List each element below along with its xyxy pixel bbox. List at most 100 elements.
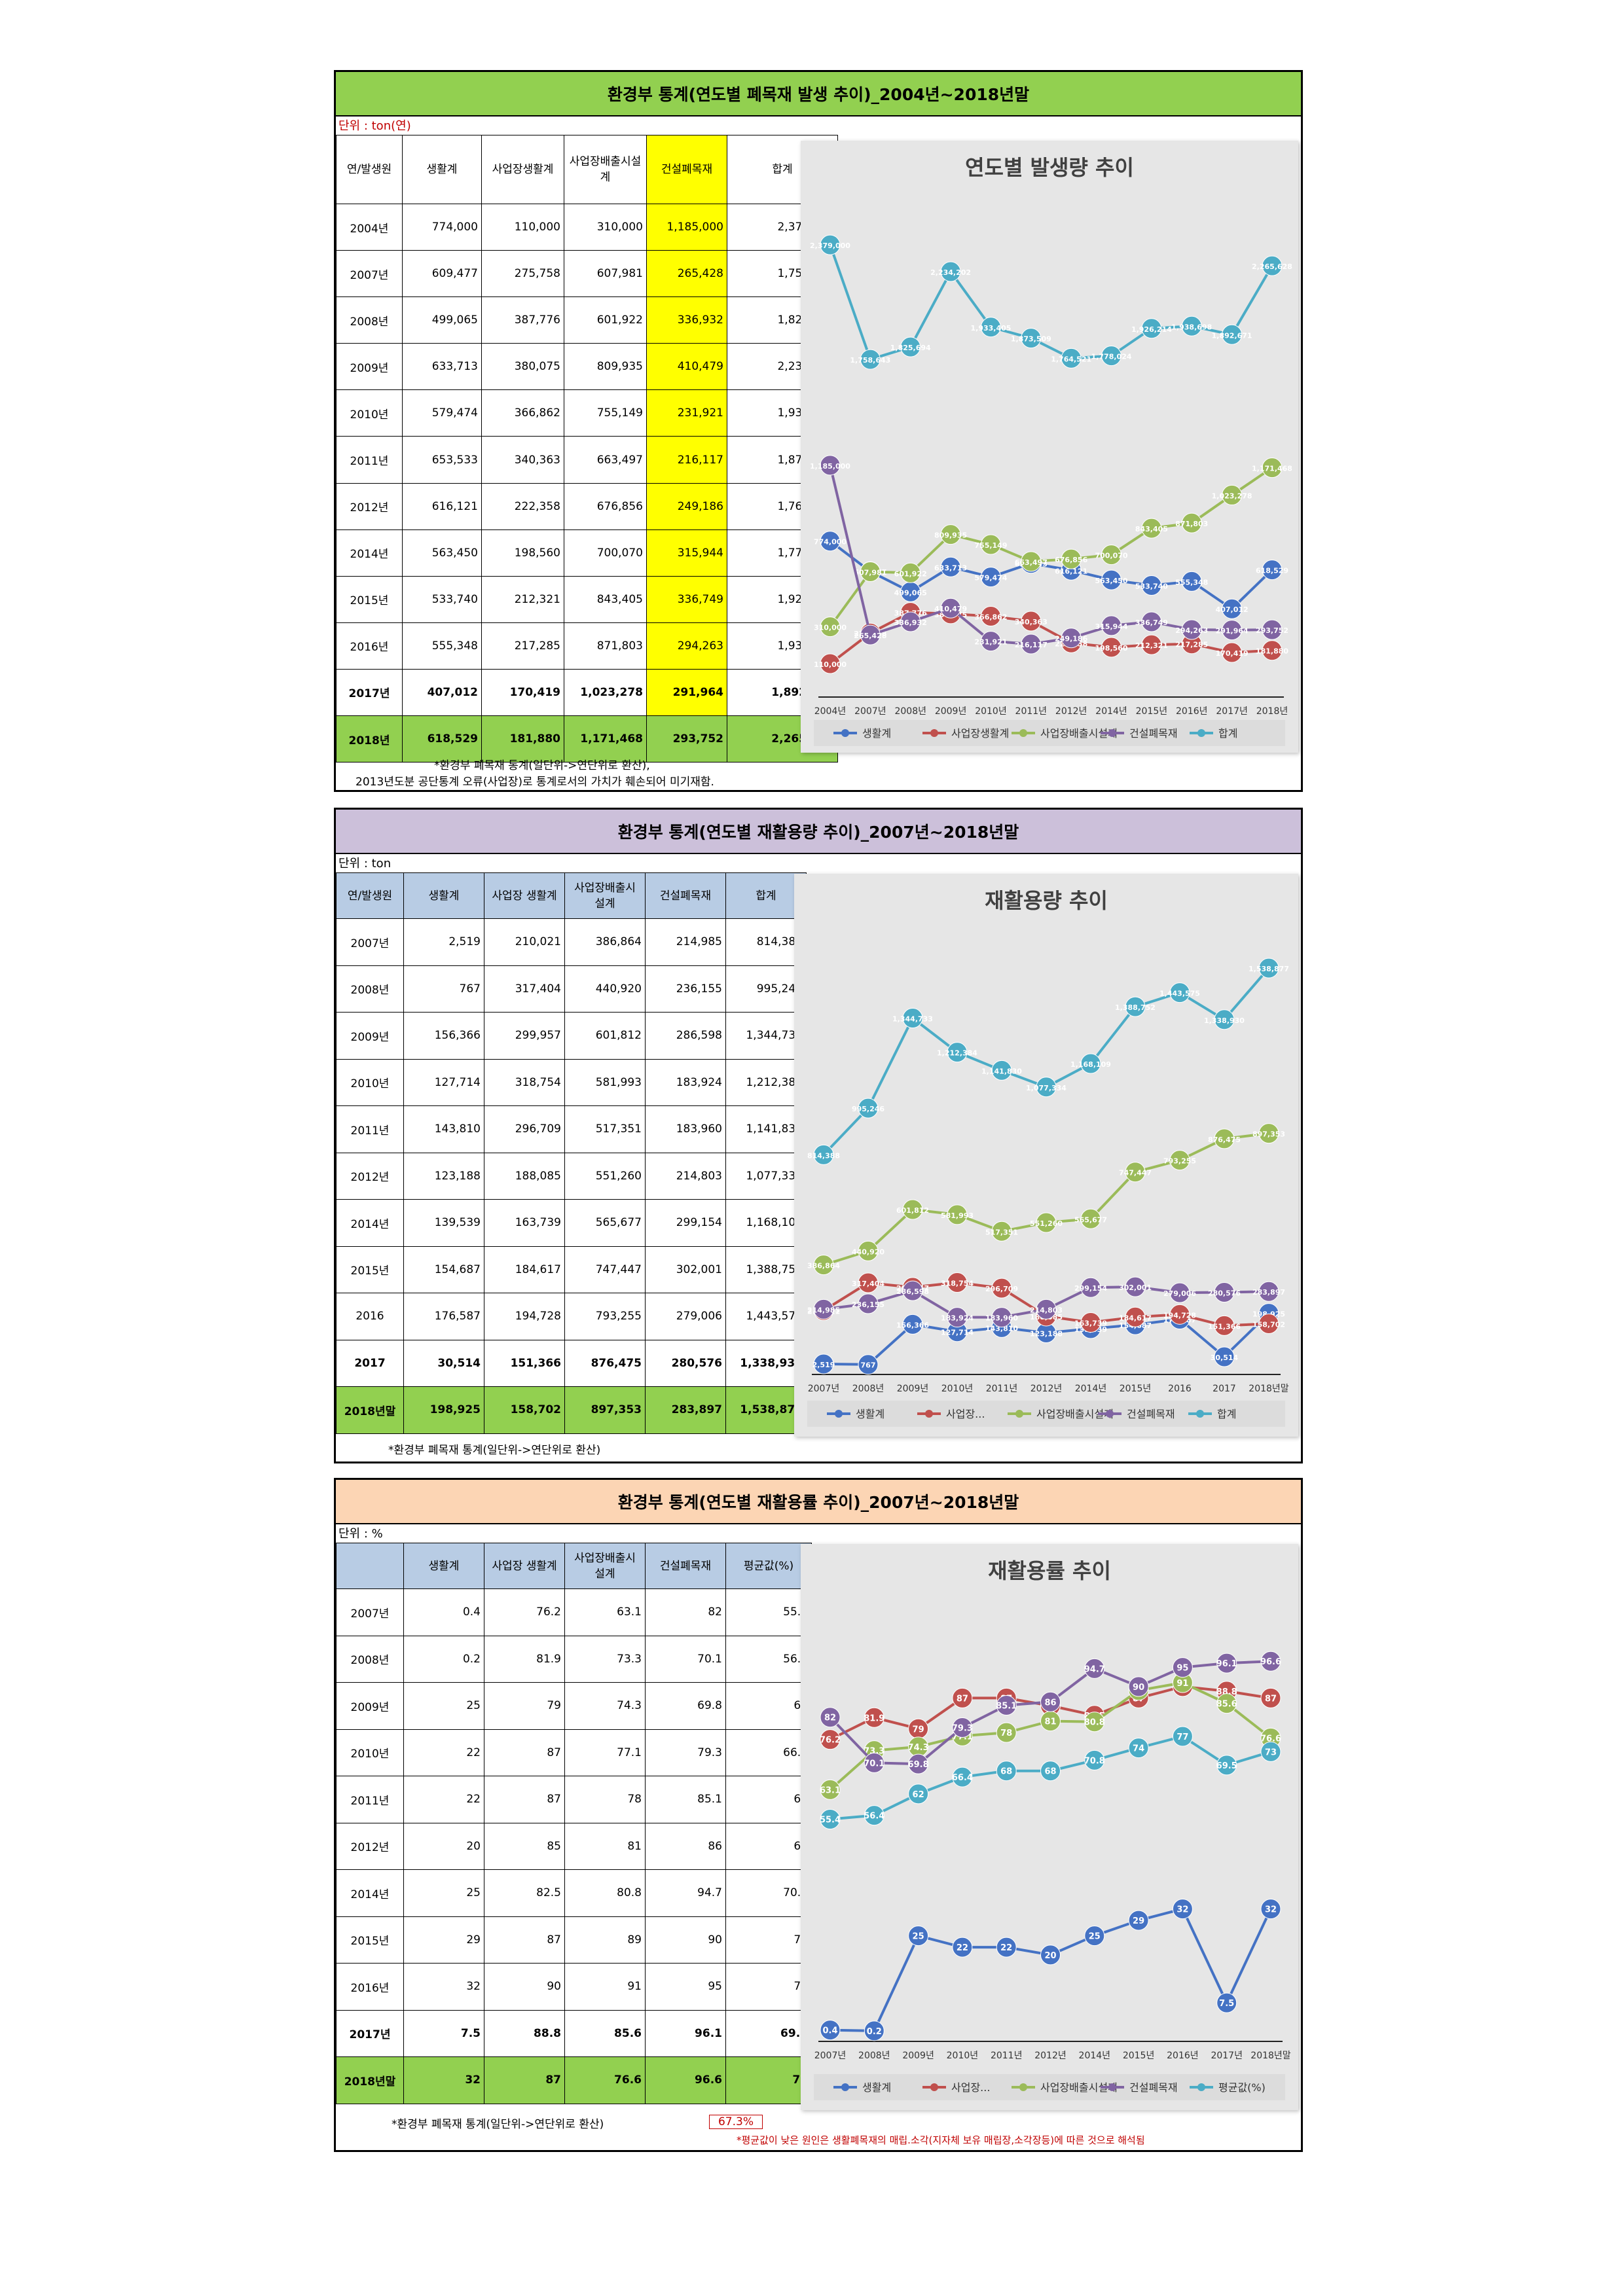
data-label: 280,576 xyxy=(1208,1289,1241,1298)
data-point xyxy=(996,1695,1017,1716)
x-tick-label: 2011년 xyxy=(991,2051,1023,2061)
table-cell: 32 xyxy=(403,1963,484,2011)
data-point xyxy=(1214,1128,1235,1149)
data-point xyxy=(820,1779,841,1800)
data-point xyxy=(1021,611,1042,632)
data-label: 158,702 xyxy=(1252,1321,1285,1329)
data-point xyxy=(902,1008,923,1029)
data-label: 317,404 xyxy=(852,1280,884,1288)
data-label: 29 xyxy=(1133,1916,1144,1926)
data-point xyxy=(1101,615,1122,636)
table-cell: 156,366 xyxy=(403,1012,484,1060)
table-cell: 1,443,575 xyxy=(725,1293,807,1340)
column-header: 연/발생원 xyxy=(336,872,404,919)
data-label: 286,598 xyxy=(896,1287,929,1296)
row-year-cell: 2009년 xyxy=(336,1682,404,1730)
data-label: 296,709 xyxy=(985,1285,1018,1293)
data-point xyxy=(1222,620,1243,641)
data-label: 366,862 xyxy=(974,613,1007,622)
legend-marker xyxy=(1108,2083,1116,2091)
data-point xyxy=(1036,1299,1057,1319)
data-label: 1,388,752 xyxy=(1115,1003,1156,1012)
table-row: 2010년 127,714 318,754 581,993 183,924 1,212,3… xyxy=(336,1058,807,1106)
table-cell: 231,921 xyxy=(646,389,727,437)
table-cell: 82.5 xyxy=(484,1869,565,1917)
data-label: 81 xyxy=(1044,1717,1056,1727)
table-row: 2015년2987899074 xyxy=(336,1916,812,1964)
data-point xyxy=(820,531,841,552)
data-label: 7.5 xyxy=(1219,1999,1234,2009)
data-label: 25 xyxy=(913,1932,924,1942)
data-label: 87 xyxy=(1265,1694,1277,1704)
column-header: 건설폐목재 xyxy=(645,872,726,919)
table-cell: 62 xyxy=(725,1682,812,1730)
data-label: 871,803 xyxy=(1175,520,1208,528)
table-cell: 814,388 xyxy=(725,918,807,966)
series-line xyxy=(823,1132,1269,1266)
data-label: 70.8 xyxy=(1084,1756,1105,1766)
table-cell: 68 xyxy=(725,1776,812,1823)
data-label: 217,285 xyxy=(1175,641,1208,649)
legend-marker xyxy=(841,729,849,737)
data-label: 1,933,405 xyxy=(970,324,1011,332)
table-cell: 676,856 xyxy=(564,482,647,530)
row-year-cell: 2015년 xyxy=(336,1246,404,1293)
table-cell: 73.3 xyxy=(564,1635,646,1683)
data-point xyxy=(996,1937,1017,1958)
data-label: 76.6 xyxy=(1260,1734,1281,1744)
data-point xyxy=(1214,1009,1235,1030)
x-tick-label: 2017년 xyxy=(1216,706,1248,717)
row-year-cell: 2008년 xyxy=(336,965,404,1013)
table-row: 2004년774,000110,000310,0001,185,0002,379… xyxy=(336,203,838,251)
data-point xyxy=(1262,640,1283,661)
data-point xyxy=(980,631,1001,652)
table-cell: 565,677 xyxy=(564,1199,646,1247)
table-cell: 517,351 xyxy=(564,1105,646,1153)
data-label: 56.4 xyxy=(864,1812,884,1821)
table-cell: 7.5 xyxy=(403,2009,484,2057)
table-cell: 96.6 xyxy=(645,2056,726,2104)
x-tick-label: 2010년 xyxy=(975,706,1007,717)
data-label: 55.4 xyxy=(820,1816,841,1825)
data-label: 90 xyxy=(1133,1683,1144,1693)
data-label: 1,141,830 xyxy=(981,1067,1022,1075)
table-cell: 94.7 xyxy=(645,1869,726,1917)
table-cell: 1,141,830 xyxy=(725,1105,807,1153)
table-cell: 91 xyxy=(564,1963,646,2011)
table-row: 2012년616,121222,358676,856249,1861,764,5… xyxy=(336,482,838,530)
data-point xyxy=(1222,324,1243,345)
table-cell: 22 xyxy=(403,1729,484,1776)
legend-label: 생활계 xyxy=(856,1408,884,1420)
table-cell: 217,285 xyxy=(481,622,564,670)
data-label: 1,892,671 xyxy=(1212,331,1252,340)
row-year-cell: 2017 xyxy=(336,1339,404,1387)
data-label: 212,321 xyxy=(1135,641,1168,650)
column-header xyxy=(336,1543,404,1589)
data-point xyxy=(1080,1277,1101,1298)
data-point xyxy=(940,261,961,282)
data-point xyxy=(1258,1123,1279,1144)
table-cell: 66.4 xyxy=(725,1729,812,1776)
table-cell: 499,065 xyxy=(402,296,482,344)
data-point xyxy=(1222,642,1243,663)
data-label: 214,803 xyxy=(1030,1306,1063,1314)
data-point xyxy=(1216,1653,1237,1674)
data-point xyxy=(952,1937,973,1958)
legend-marker xyxy=(1197,729,1205,737)
table-cell: 299,154 xyxy=(645,1199,726,1247)
table-cell: 663,497 xyxy=(564,436,647,484)
table-cell: 563,450 xyxy=(402,529,482,577)
data-label: 601,812 xyxy=(896,1206,929,1215)
legend-marker xyxy=(1196,1410,1204,1418)
data-point xyxy=(1169,1304,1190,1325)
table-cell: 32 xyxy=(403,2056,484,2104)
data-label: 318,754 xyxy=(941,1279,974,1287)
data-point xyxy=(1216,1693,1237,1714)
column-header: 사업장 생활계 xyxy=(484,872,565,919)
table-cell: 20 xyxy=(403,1822,484,1870)
data-label: 533,740 xyxy=(1135,582,1168,590)
data-point xyxy=(900,336,921,357)
column-header: 사업장배출시 설계 xyxy=(564,872,646,919)
data-label: 1,538,877 xyxy=(1249,965,1289,973)
data-point xyxy=(1141,318,1162,339)
